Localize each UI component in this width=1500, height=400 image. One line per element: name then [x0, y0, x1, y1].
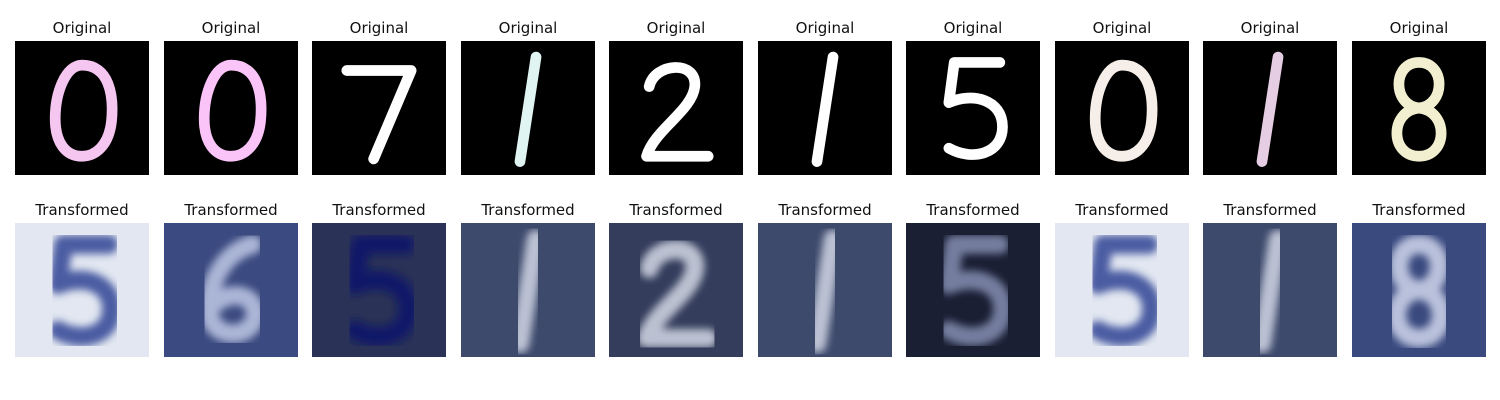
transformed-cell-title: Transformed [629, 201, 723, 219]
original-cell-image [1203, 41, 1337, 175]
original-cell-image [461, 41, 595, 175]
transformed-cell-title: Transformed [1075, 201, 1169, 219]
transformed-digit-8 [1387, 235, 1451, 348]
original-cell-image [1352, 41, 1486, 175]
original-cell-image [15, 41, 149, 175]
transformed-cell-image [461, 223, 595, 357]
transformed-digit-5 [48, 235, 121, 346]
original-cell-image [1055, 41, 1189, 175]
transformed-digit-5 [939, 235, 1012, 346]
original-cell-image [609, 41, 743, 175]
transformed-cell-image [1203, 223, 1337, 357]
original-digit-5 [943, 57, 1008, 160]
original-cell-image [906, 41, 1040, 175]
original-cell-image [758, 41, 892, 175]
original-digit-0 [49, 59, 118, 162]
original-digit-8 [1391, 57, 1447, 162]
transformed-cell-title: Transformed [184, 201, 278, 219]
transformed-cell-image [312, 223, 446, 357]
transformed-cell-title: Transformed [481, 201, 575, 219]
transformed-digit-1 [807, 229, 843, 353]
transformed-digit-1 [1252, 229, 1288, 353]
transformed-cell-title: Transformed [1223, 201, 1317, 219]
original-digit-7 [341, 65, 417, 165]
transformed-digit-6 [199, 235, 265, 343]
transformed-digit-5 [1088, 235, 1161, 346]
transformed-cell-title: Transformed [35, 201, 129, 219]
transformed-cell-image [758, 223, 892, 357]
original-cell-image [312, 41, 446, 175]
transformed-cell-image [1055, 223, 1189, 357]
original-cell-image [164, 41, 298, 175]
original-cell-title: Original [201, 19, 261, 37]
original-cell-title: Original [943, 19, 1003, 37]
original-cell-title: Original [1092, 19, 1152, 37]
transformed-digit-1 [510, 229, 546, 353]
transformed-cell-image [609, 223, 743, 357]
original-cell-title: Original [349, 19, 409, 37]
transformed-cell-title: Transformed [1372, 201, 1466, 219]
original-digit-0 [1089, 59, 1158, 162]
transformed-digit-5 [345, 235, 418, 346]
transformed-digit-2 [637, 240, 718, 348]
transformed-cell-title: Transformed [778, 201, 872, 219]
original-digit-1 [811, 51, 839, 167]
original-digit-1 [1256, 51, 1284, 167]
original-digit-2 [641, 62, 714, 162]
transformed-cell-title: Transformed [332, 201, 426, 219]
original-cell-title: Original [498, 19, 558, 37]
transformed-cell-image [164, 223, 298, 357]
original-cell-title: Original [52, 19, 112, 37]
original-cell-title: Original [1389, 19, 1449, 37]
transformed-cell-image [906, 223, 1040, 357]
original-cell-title: Original [795, 19, 855, 37]
original-cell-title: Original [646, 19, 706, 37]
transformed-cell-title: Transformed [926, 201, 1020, 219]
transformed-cell-image [1352, 223, 1486, 357]
original-digit-1 [514, 51, 542, 167]
original-cell-title: Original [1240, 19, 1300, 37]
transformed-cell-image [15, 223, 149, 357]
original-digit-0 [198, 59, 267, 162]
